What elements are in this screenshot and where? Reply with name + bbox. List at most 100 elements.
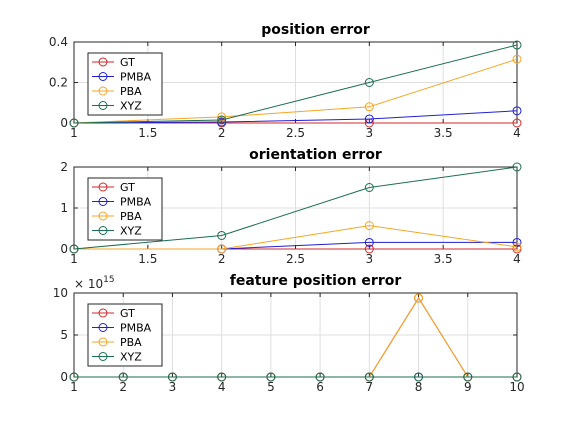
chart-title: orientation error [249,147,382,163]
y-tick-label: 5 [60,328,68,342]
legend-marker [98,308,108,318]
y-exponent-label: × 1015 [74,275,115,291]
data-point [512,118,522,128]
legend-entry: PBA [120,85,142,98]
chart-panel-1: 1 1.5 2 2.5 3 3.5 4 0 0.2 0.4 position error GT PMBA… [49,22,522,140]
legend-entry: GT [120,181,135,194]
legend-marker [98,323,108,332]
x-tick-label: 6 [316,380,324,394]
legend-marker [98,352,108,361]
x-tick-label: 3 [169,380,177,394]
legend-entry: PBA [120,336,142,349]
legend-entry: XYZ [120,100,142,113]
y-tick-label: 1 [60,201,68,215]
legend-marker [98,72,108,81]
x-tick-label: 1 [70,380,78,394]
legend-entry: XYZ [120,351,142,364]
y-tick-label: 0.4 [49,35,68,49]
data-point [217,112,227,122]
x-tick-label: 1 [70,126,78,140]
data-point [512,40,522,50]
y-tick-label: 0.2 [49,76,68,90]
legend-marker [98,337,108,347]
x-tick-label: 2.5 [286,252,305,266]
y-tick-label: 10 [53,286,68,300]
data-point [364,237,374,247]
data-point [315,372,325,382]
series-line [73,58,518,124]
data-point [266,372,276,382]
data-point [463,372,473,382]
data-point [364,102,374,112]
data-point [512,372,522,382]
x-tick-label: 2 [218,252,226,266]
x-tick-label: 2.5 [286,126,305,140]
data-point [364,244,374,254]
data-point [217,372,227,382]
legend-entry: PBA [120,210,142,223]
y-tick-label: 0 [60,370,68,384]
chart-panel-3: 1 2 3 4 5 6 7 8 9 10 0 5 10 × 1015 feature position er… [53,273,525,394]
data-point [414,293,424,303]
data-point [364,372,374,382]
x-tick-label: 8 [415,380,423,394]
x-tick-label: 4 [218,380,226,394]
series-line [74,225,518,250]
legend-entry: PMBA [120,196,152,209]
data-point [217,115,227,125]
x-tick-label: 2 [218,126,226,140]
series-xyz [69,162,522,254]
series-xyz [69,372,522,382]
series-line [73,44,518,124]
legend-marker [98,226,108,235]
x-tick-label: 1.5 [138,126,157,140]
legend-marker [98,197,108,206]
series-line [73,110,518,124]
data-point [69,118,79,128]
series-pmba [69,106,522,128]
legend-marker [98,211,108,221]
x-tick-label: 2 [119,380,127,394]
data-point [118,372,128,382]
legend-box [87,303,163,367]
data-point [167,372,177,382]
x-tick-label: 3.5 [434,252,453,266]
legend-marker [98,86,108,96]
y-exponent-power: 15 [103,275,114,285]
x-tick-label: 4 [513,126,521,140]
x-tick-label: 3.5 [434,126,453,140]
legend-marker [98,57,108,67]
x-tick-label: 3 [366,126,374,140]
data-point [512,54,522,64]
data-point [217,230,227,240]
y-exponent-base: × 10 [74,277,103,291]
chart-title: position error [261,22,370,38]
y-tick-label: 0 [60,116,68,130]
series-line [73,166,518,250]
y-tick-label: 0 [60,242,68,256]
data-point [512,162,522,172]
legend-entry: GT [120,307,135,320]
data-point [69,244,79,254]
x-tick-label: 1.5 [138,252,157,266]
data-point [69,372,79,382]
data-point [364,221,374,231]
legend-entry: XYZ [120,225,142,238]
legend-entry: GT [120,56,135,69]
x-tick-label: 9 [464,380,472,394]
x-tick-label: 1 [70,252,78,266]
chart-title: feature position error [230,273,402,289]
data-point [217,244,227,254]
data-point [512,242,522,252]
x-tick-label: 10 [509,380,524,394]
data-point [364,78,374,87]
legend-box [87,177,163,241]
x-tick-label: 7 [366,380,374,394]
x-tick-label: 5 [267,380,275,394]
data-point [364,114,374,124]
x-tick-label: 3 [366,252,374,266]
